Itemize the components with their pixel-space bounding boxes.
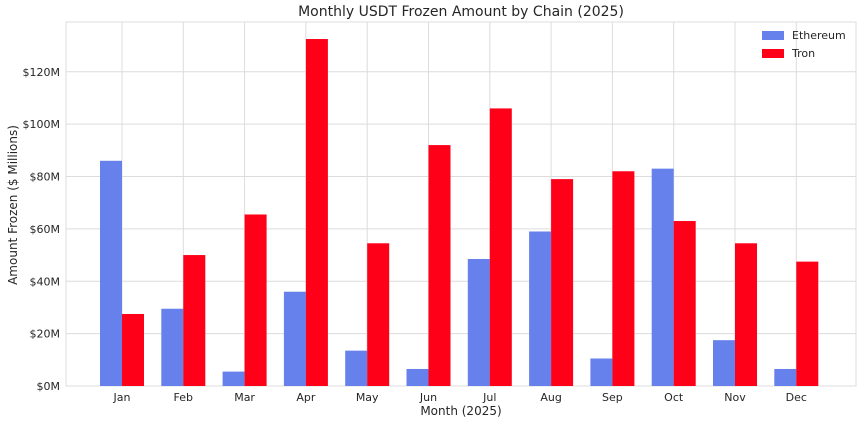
bar-tron-feb: [183, 255, 206, 386]
plot-frame: [65, 21, 857, 387]
y-tick-label: $120M: [23, 66, 61, 79]
bar-tron-may: [367, 243, 390, 386]
bar-ethereum-jul: [467, 258, 490, 386]
y-tick-label: $100M: [23, 118, 61, 131]
bar-tron-aug: [551, 179, 574, 386]
bar-ethereum-apr: [283, 291, 306, 386]
x-tick-label: Jul: [482, 391, 496, 404]
bar-ethereum-aug: [529, 231, 552, 386]
bar-ethereum-jan: [100, 160, 122, 386]
legend-label-ethereum: Ethereum: [792, 29, 846, 42]
x-tick-label: May: [356, 391, 379, 404]
bar-ethereum-may: [345, 350, 368, 386]
legend: Ethereum Tron: [762, 29, 846, 60]
x-tick-label: Feb: [174, 391, 193, 404]
bar-ethereum-dec: [774, 368, 797, 386]
x-tick-label: Jan: [113, 391, 131, 404]
bar-tron-oct: [673, 221, 696, 386]
bar-ethereum-oct: [651, 168, 674, 386]
bars: [100, 39, 819, 387]
legend-swatch-tron: [762, 49, 784, 58]
bar-tron-dec: [796, 261, 819, 386]
x-tick-label: Nov: [724, 391, 746, 404]
y-tick-label: $40M: [30, 275, 61, 288]
bar-tron-jul: [489, 108, 512, 386]
y-axis-label: Amount Frozen ($ Millions): [6, 125, 20, 285]
bar-tron-mar: [244, 214, 267, 386]
x-tick-label: Jun: [419, 391, 437, 404]
y-tick-label: $60M: [30, 223, 61, 236]
y-tick-label: $0M: [37, 380, 61, 393]
bar-tron-jan: [122, 313, 144, 386]
x-tick-label: Oct: [664, 391, 684, 404]
bar-ethereum-mar: [222, 371, 245, 386]
legend-label-tron: Tron: [791, 47, 815, 60]
x-tick-labels: Jan Feb Mar Apr May Jun Jul Aug Sep Oct Nov Dec: [113, 391, 807, 404]
y-tick-labels: $0M $20M $40M $60M $80M $100M $120M: [23, 66, 61, 393]
bar-tron-nov: [735, 243, 757, 386]
x-tick-label: Aug: [540, 391, 561, 404]
y-tick-label: $20M: [30, 328, 61, 341]
bar-tron-jun: [428, 145, 451, 386]
chart-title: Monthly USDT Frozen Amount by Chain (202…: [298, 4, 624, 20]
x-tick-label: Mar: [234, 391, 255, 404]
x-tick-label: Dec: [786, 391, 807, 404]
bar-tron-apr: [305, 39, 328, 387]
legend-swatch-ethereum: [762, 31, 784, 40]
y-tick-label: $80M: [30, 171, 61, 184]
bar-tron-sep: [612, 171, 635, 386]
x-tick-label: Sep: [602, 391, 623, 404]
bar-ethereum-nov: [713, 340, 735, 386]
bar-ethereum-jun: [406, 368, 429, 386]
bar-ethereum-sep: [590, 358, 613, 386]
bar-ethereum-feb: [161, 308, 184, 386]
x-axis-label: Month (2025): [420, 404, 501, 418]
x-tick-label: Apr: [296, 391, 316, 404]
